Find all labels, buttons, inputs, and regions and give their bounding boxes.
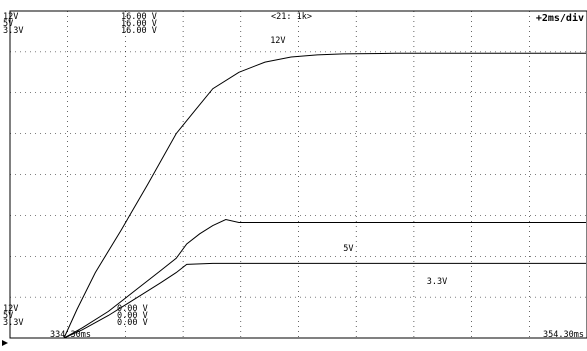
series-line-5v xyxy=(63,218,586,339)
bottom-scale-name-3: 3.3V xyxy=(3,318,23,328)
bottom-scale-value-1: 0.00 V xyxy=(117,304,148,314)
x-start-label: 334.30ms xyxy=(50,330,91,340)
top-scale-value-1: 16.00 V xyxy=(121,12,157,22)
cursor-label: <21: 1k> xyxy=(271,12,312,22)
bottom-scale-value-3: 0.00 V xyxy=(117,318,148,328)
series-label-3v3: 3.3V xyxy=(427,277,447,287)
grid xyxy=(10,11,587,338)
top-scale-name-3: 3.3V xyxy=(3,26,23,36)
bottom-scale-name-1: 12V xyxy=(3,304,18,314)
bottom-scale-value-2: 0.00 V xyxy=(117,311,148,321)
top-scale-value-2: 16.00 V xyxy=(121,19,157,29)
x-end-label: 354.30ms xyxy=(543,330,584,340)
bottom-scale-name-2: 5V xyxy=(3,311,13,321)
time-per-div: +2ms/div xyxy=(536,12,584,24)
series-line-12v xyxy=(63,52,586,339)
top-scale-name-1: 12V xyxy=(3,12,18,22)
top-scale-name-2: 5V xyxy=(3,19,13,29)
series-label-5v: 5V xyxy=(343,244,353,254)
series-label-12v: 12V xyxy=(270,36,285,46)
top-scale-value-3: 16.00 V xyxy=(121,26,157,36)
trigger-marker-icon xyxy=(2,340,8,346)
series-line-33v xyxy=(63,262,586,339)
traces xyxy=(63,52,586,339)
